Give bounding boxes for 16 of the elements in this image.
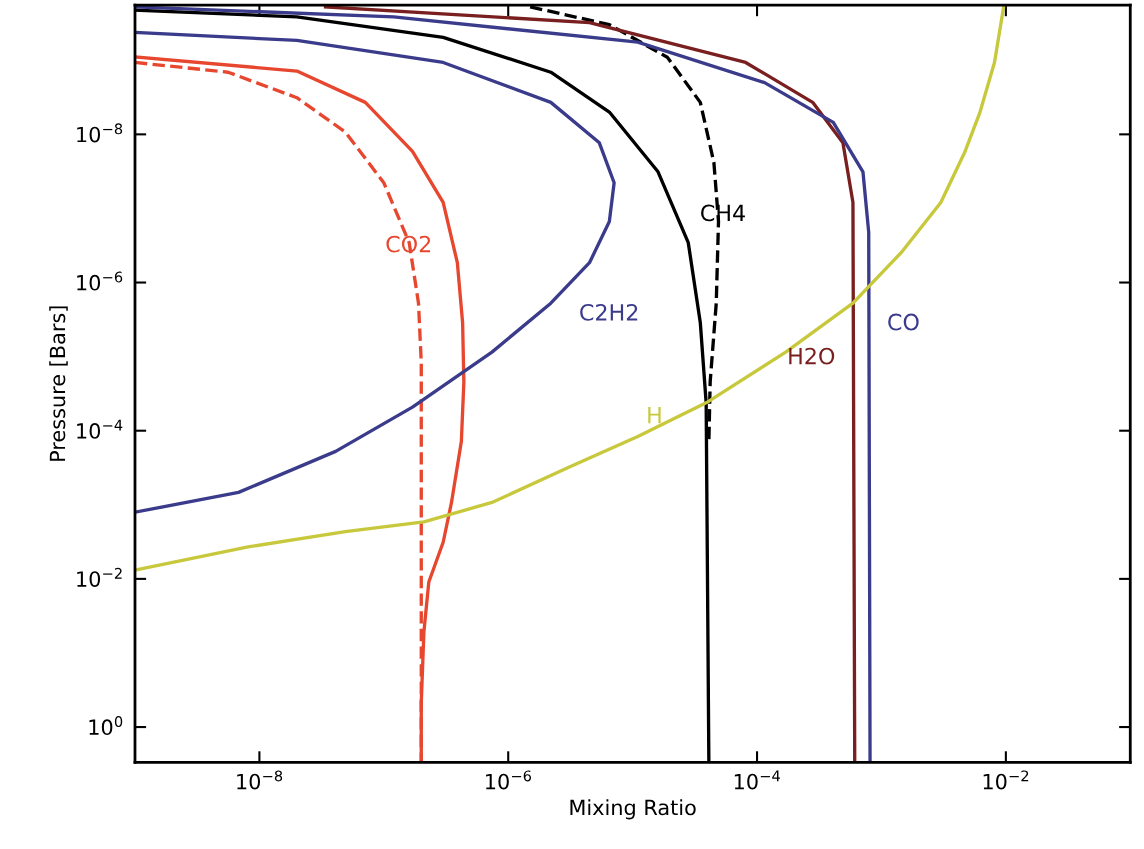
y-tick-label: 10$^{−6}$ xyxy=(77,271,123,291)
series-label: H xyxy=(648,407,661,424)
y-axis-title: Pressure [Bars] xyxy=(49,306,68,461)
series-label: CO xyxy=(888,313,919,331)
x-tick-label: 10$^{−6}$ xyxy=(486,770,532,790)
x-tick-label: 10$^{−8}$ xyxy=(237,770,283,790)
y-tick-label: 10$^{0}$ xyxy=(89,716,123,736)
y-tick-label: 10$^{−8}$ xyxy=(77,123,123,143)
series-label: CO2 xyxy=(386,235,431,253)
x-axis-title: Mixing Ratio xyxy=(570,799,696,820)
series-label: H2O xyxy=(789,347,835,365)
y-tick-label: 10$^{−2}$ xyxy=(77,567,122,587)
x-tick-label: 10$^{−2}$ xyxy=(983,770,1029,790)
x-tick-label: 10$^{−4}$ xyxy=(734,770,780,790)
y-tick-label: 10$^{−4}$ xyxy=(77,419,123,439)
series-label: C2H2 xyxy=(580,303,638,321)
